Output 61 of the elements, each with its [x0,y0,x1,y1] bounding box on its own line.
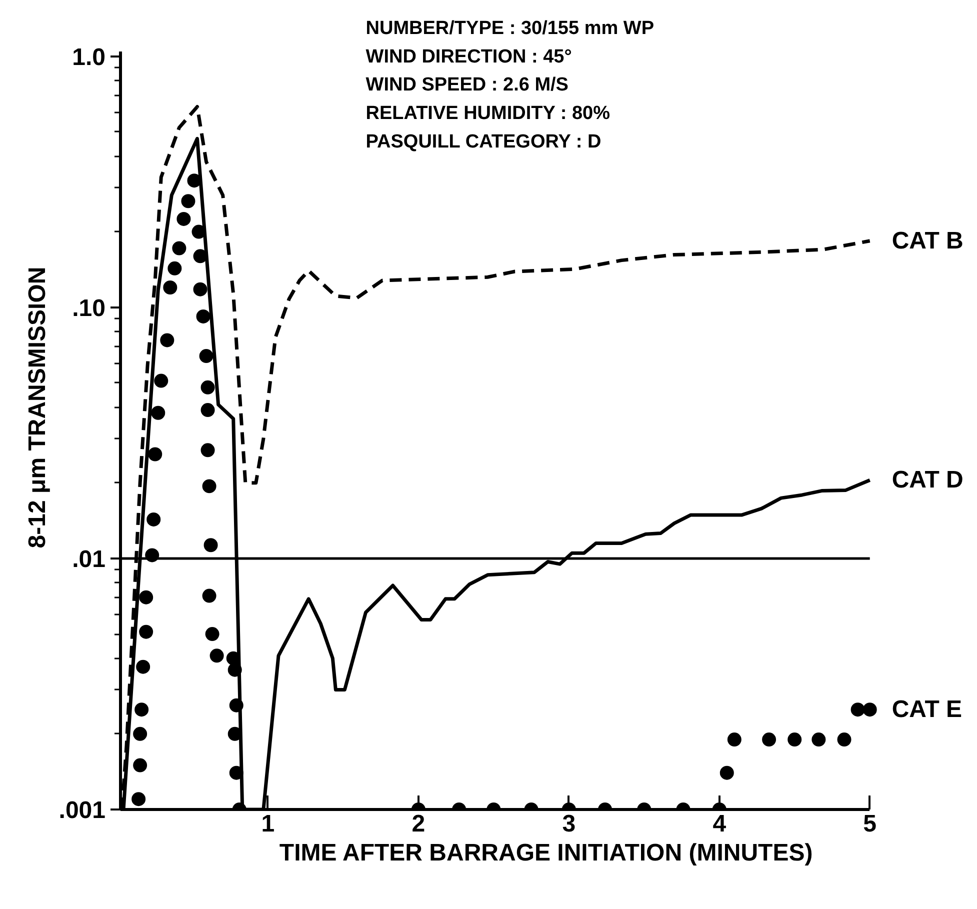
point [727,732,742,747]
point [812,732,826,747]
series-label: CAT E [892,696,962,724]
point [139,590,154,604]
point [133,726,148,741]
series-label: CAT D [892,466,964,494]
point [200,443,215,458]
point [229,766,244,780]
point [228,662,242,677]
point [193,282,208,296]
point [200,403,215,418]
point [720,766,734,780]
point [193,249,208,264]
annotation: RELATIVE HUMIDITY : 80% [366,103,610,124]
point [837,732,852,747]
point [205,627,220,642]
point [163,280,178,294]
point [762,732,776,747]
text: NUMBER/TYPE : 30/155 mm WP [366,18,654,39]
point [176,212,191,226]
annotation: PASQUILL CATEGORY : D [366,131,602,152]
point [229,698,244,712]
point [172,241,186,256]
point [136,660,150,674]
point [132,792,146,806]
point [139,624,154,639]
point [196,309,210,324]
point [145,548,160,562]
y-axis-title: 8-12 μm TRANSMISSION [24,266,51,548]
point [204,538,218,552]
y-tick-label: .01 [72,546,106,573]
x-tick-label: 5 [863,810,877,838]
x-axis-title: TIME AFTER BARRAGE INITIATION (MINUTES) [279,840,813,866]
point [146,512,161,526]
point [154,374,168,388]
point [133,758,148,772]
point [788,732,802,747]
x-tick-label: 4 [712,810,727,838]
point [199,349,214,364]
point [151,406,166,420]
point [200,380,215,394]
point [181,194,196,208]
point [202,479,216,494]
point [850,702,865,717]
point [862,702,877,717]
x-tick-label: 2 [412,810,426,838]
point [210,648,224,663]
point [148,447,162,462]
annotation: WIND SPEED : 2.6 M/S [366,74,568,96]
point [168,261,182,276]
point [202,588,216,603]
point [160,333,174,348]
series-label: CAT B [892,227,964,254]
annotation: WIND DIRECTION : 45° [366,46,572,68]
x-tick-label: 1 [261,810,275,838]
y-tick-label: .10 [72,294,106,322]
point [134,702,149,717]
x-tick-label: 3 [562,810,576,838]
point [187,174,202,188]
y-tick-label: 1.0 [72,44,106,71]
y-tick-label: .001 [58,797,106,824]
